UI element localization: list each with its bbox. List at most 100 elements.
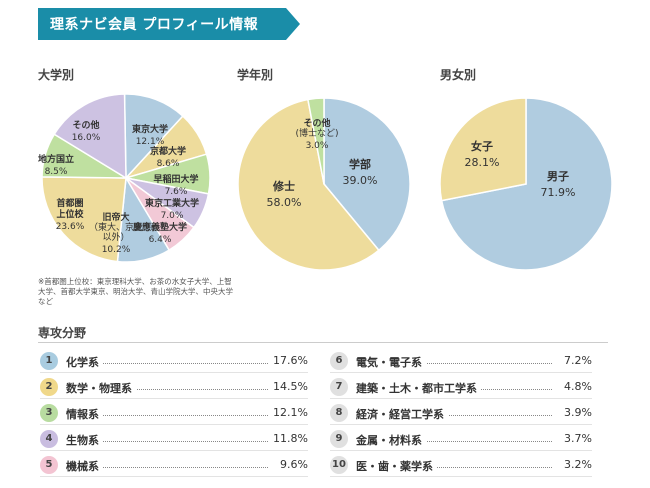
pie-slice bbox=[123, 93, 184, 180]
rank-badge: 1 bbox=[40, 352, 58, 370]
rank-badge: 4 bbox=[40, 430, 58, 448]
slice-value: 3.0% bbox=[306, 141, 329, 151]
slice-label: 修士 bbox=[272, 179, 295, 193]
slice-value: 7.6% bbox=[165, 187, 188, 197]
pie-slice bbox=[307, 97, 325, 185]
leader-dots bbox=[360, 467, 552, 468]
slice-value: 16.0% bbox=[72, 133, 101, 143]
rank-badge: 3 bbox=[40, 404, 58, 422]
row-divider bbox=[330, 450, 592, 451]
slice-sublabel: (博士など) bbox=[295, 127, 338, 139]
major-name: 生物系 bbox=[66, 432, 103, 448]
pie-slice bbox=[53, 93, 127, 180]
row-divider bbox=[330, 424, 592, 425]
major-percent: 9.6% bbox=[277, 458, 308, 471]
slice-value: 8.6% bbox=[157, 159, 180, 169]
row-divider bbox=[330, 476, 592, 477]
pie-slice bbox=[237, 98, 380, 271]
major-row: 7 建築・土木・都市工学系 4.8% bbox=[330, 378, 592, 399]
major-name: 電気・電子系 bbox=[356, 354, 426, 370]
leader-dots bbox=[360, 363, 552, 364]
major-name: 医・歯・薬学系 bbox=[356, 458, 437, 474]
row-divider bbox=[330, 372, 592, 373]
slice-sublabel: （東大、京大 bbox=[89, 221, 143, 233]
major-row: 9 金属・材料系 3.7% bbox=[330, 430, 592, 451]
row-divider bbox=[40, 424, 308, 425]
major-name: 建築・土木・都市工学系 bbox=[356, 380, 481, 396]
grade-pie-chart: 学部 39.0% 修士 58.0% その他(博士など) 3.0% bbox=[237, 97, 411, 271]
major-percent: 11.8% bbox=[270, 432, 308, 445]
major-row: 4 生物系 11.8% bbox=[40, 430, 308, 451]
major-name: 情報系 bbox=[66, 406, 103, 422]
pie-slice bbox=[440, 97, 613, 271]
slice-value: 7.0% bbox=[161, 211, 184, 221]
leader-dots bbox=[70, 467, 268, 468]
slice-label: 東京大学 bbox=[132, 123, 168, 135]
row-divider bbox=[40, 398, 308, 399]
major-percent: 4.8% bbox=[561, 380, 592, 393]
major-percent: 7.2% bbox=[561, 354, 592, 367]
major-percent: 17.6% bbox=[270, 354, 308, 367]
slice-value: 10.2% bbox=[102, 245, 131, 255]
slice-value: 28.1% bbox=[465, 156, 500, 169]
leader-dots bbox=[70, 389, 268, 390]
rank-badge: 8 bbox=[330, 404, 348, 422]
pie-slice bbox=[323, 97, 411, 252]
rank-badge: 7 bbox=[330, 378, 348, 396]
slice-label: 男子 bbox=[547, 170, 569, 183]
major-row: 5 機械系 9.6% bbox=[40, 456, 308, 477]
major-row: 3 情報系 12.1% bbox=[40, 404, 308, 425]
row-divider bbox=[40, 450, 308, 451]
rank-badge: 10 bbox=[330, 456, 348, 474]
slice-value: 8.5% bbox=[45, 167, 68, 177]
row-divider bbox=[40, 372, 308, 373]
pie-slice bbox=[439, 97, 527, 202]
major-percent: 12.1% bbox=[270, 406, 308, 419]
slice-label: 上位校 bbox=[56, 208, 84, 220]
slice-label: 東京工業大学 bbox=[145, 197, 199, 209]
slice-label: 旧帝大 bbox=[102, 211, 129, 223]
major-name: 機械系 bbox=[66, 458, 103, 474]
rank-badge: 2 bbox=[40, 378, 58, 396]
university-pie-chart: 東京大学 12.1%京都大学 8.6% 早稲田大学 7.6%東京工業大学 7.0%慶應義塾… bbox=[38, 93, 211, 263]
major-name: 経済・経営工学系 bbox=[356, 406, 448, 422]
major-percent: 3.2% bbox=[561, 458, 592, 471]
major-row: 6 電気・電子系 7.2% bbox=[330, 352, 592, 373]
row-divider bbox=[40, 476, 308, 477]
university-chart-title: 大学別 bbox=[38, 68, 75, 82]
pie-slice bbox=[41, 176, 127, 263]
slice-label: 地方国立 bbox=[38, 153, 74, 165]
slice-label: 首都圏 bbox=[56, 197, 83, 209]
major-row: 1 化学系 17.6% bbox=[40, 352, 308, 373]
major-percent: 3.9% bbox=[561, 406, 592, 419]
slice-value: 71.9% bbox=[541, 186, 576, 199]
rank-badge: 5 bbox=[40, 456, 58, 474]
major-row: 10 医・歯・薬学系 3.2% bbox=[330, 456, 592, 477]
header-banner: 理系ナビ会員 プロフィール情報 bbox=[38, 8, 300, 40]
slice-label: 女子 bbox=[471, 139, 493, 153]
grade-chart-title: 学年別 bbox=[237, 68, 274, 82]
slice-label: その他 bbox=[303, 117, 330, 129]
major-percent: 14.5% bbox=[270, 380, 308, 393]
slice-label: 早稲田大学 bbox=[153, 173, 198, 185]
slice-value: 6.4% bbox=[149, 235, 172, 245]
major-title: 専攻分野 bbox=[38, 326, 87, 340]
major-name: 金属・材料系 bbox=[356, 432, 426, 448]
major-name: 化学系 bbox=[66, 354, 103, 370]
leader-dots bbox=[70, 415, 268, 416]
major-divider bbox=[38, 342, 608, 343]
row-divider bbox=[330, 398, 592, 399]
banner-shape bbox=[38, 8, 300, 40]
slice-value: 12.1% bbox=[136, 137, 165, 147]
slice-value: 39.0% bbox=[343, 174, 378, 187]
leader-dots bbox=[70, 363, 268, 364]
rank-badge: 9 bbox=[330, 430, 348, 448]
gender-chart-title: 男女別 bbox=[440, 68, 477, 82]
slice-label: 学部 bbox=[349, 157, 371, 171]
leader-dots bbox=[360, 415, 552, 416]
major-name: 数学・物理系 bbox=[66, 380, 136, 396]
slice-value: 58.0% bbox=[267, 196, 302, 209]
leader-dots bbox=[70, 441, 268, 442]
major-row: 8 経済・経営工学系 3.9% bbox=[330, 404, 592, 425]
page-title: 理系ナビ会員 プロフィール情報 bbox=[50, 17, 259, 33]
